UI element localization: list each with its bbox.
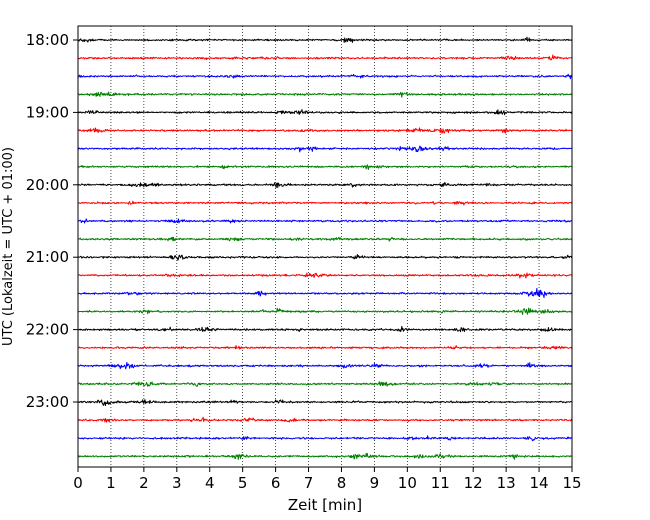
x-tick-label-3: 3 — [172, 474, 182, 492]
x-tick-label-0: 0 — [73, 474, 83, 492]
x-tick-label-9: 9 — [370, 474, 380, 492]
x-axis-label: Zeit [min] — [288, 496, 362, 514]
trace-row-20 — [77, 399, 573, 406]
x-tick-label-8: 8 — [337, 474, 347, 492]
x-tick-label-5: 5 — [238, 474, 248, 492]
trace-row-10 — [77, 218, 573, 224]
y-tick-label-4: 22:00 — [26, 321, 69, 339]
x-tick-label-7: 7 — [304, 474, 314, 492]
trace-row-21 — [77, 416, 573, 423]
trace-row-12 — [77, 254, 573, 261]
trace-row-11 — [77, 236, 573, 242]
y-tick-label-5: 23:00 — [26, 393, 69, 411]
trace-row-18 — [77, 361, 573, 370]
trace-row-16 — [77, 325, 573, 333]
trace-row-8 — [77, 182, 573, 189]
trace-row-19 — [77, 381, 573, 387]
trace-row-6 — [77, 145, 573, 153]
y-axis-label: UTC (Lokalzeit = UTC + 01:00) — [1, 147, 16, 346]
trace-row-1 — [77, 54, 573, 61]
y-tick-label-3: 21:00 — [26, 248, 69, 266]
trace-row-4 — [77, 109, 573, 116]
trace-row-13 — [77, 272, 573, 279]
x-tick-label-14: 14 — [530, 474, 549, 492]
trace-row-2 — [77, 73, 573, 80]
grid-lines — [110, 26, 540, 467]
trace-row-7 — [77, 164, 573, 170]
x-tick-label-12: 12 — [464, 474, 483, 492]
trace-row-23 — [77, 452, 573, 460]
trace-row-14 — [77, 287, 573, 299]
x-tick-label-13: 13 — [497, 474, 516, 492]
trace-row-3 — [77, 91, 573, 98]
y-tick-label-2: 20:00 — [26, 176, 69, 194]
x-tick-label-15: 15 — [562, 474, 581, 492]
x-tick-label-11: 11 — [431, 474, 450, 492]
trace-row-0 — [77, 36, 573, 43]
x-tick-label-10: 10 — [398, 474, 417, 492]
plot-frame — [77, 25, 573, 468]
y-tick-label-1: 19:00 — [26, 103, 69, 121]
y-axis: 18:00 19:00 20:00 21:00 22:00 23:00 — [26, 31, 78, 411]
x-tick-label-2: 2 — [139, 474, 149, 492]
trace-row-15 — [77, 307, 573, 315]
x-tick-label-4: 4 — [205, 474, 215, 492]
trace-row-9 — [77, 200, 573, 206]
x-tick-label-1: 1 — [106, 474, 116, 492]
y-tick-label-0: 18:00 — [26, 31, 69, 49]
x-tick-label-6: 6 — [271, 474, 281, 492]
seismic-traces — [77, 36, 573, 460]
trace-row-22 — [77, 435, 573, 442]
trace-row-5 — [77, 127, 573, 134]
trace-row-17 — [77, 344, 573, 350]
x-axis: 0 1 2 3 4 5 6 7 8 9 10 11 12 13 14 15 — [73, 467, 582, 492]
